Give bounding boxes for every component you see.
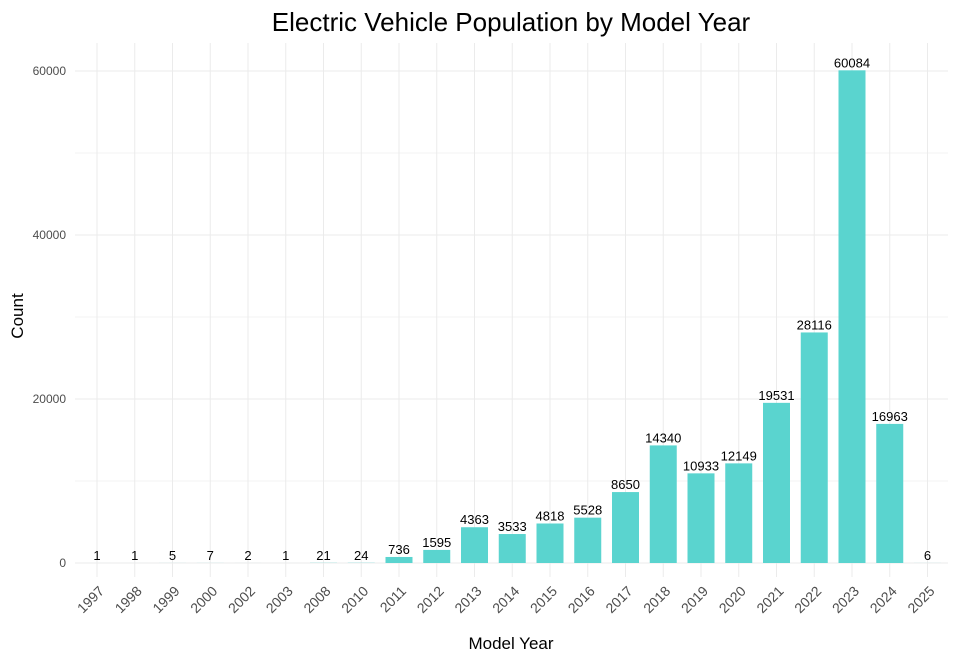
bar <box>838 70 866 563</box>
data-label: 16963 <box>872 409 908 424</box>
data-label: 24 <box>354 548 368 563</box>
bar <box>687 473 715 563</box>
data-label: 7 <box>207 548 214 563</box>
y-tick-label: 20000 <box>33 392 67 406</box>
x-tick-label: 2022 <box>791 583 824 616</box>
x-tick-label: 2015 <box>527 583 560 616</box>
data-label: 19531 <box>758 388 794 403</box>
x-tick-label: 2013 <box>451 583 484 616</box>
x-tick-label: 2014 <box>489 583 522 616</box>
x-tick-labels: 1997 1998 1999 2000 2002 2003 2008 2010 2011 2012… <box>74 583 938 616</box>
data-label: 2 <box>244 548 251 563</box>
y-tick-labels: 0 20000 40000 60000 <box>33 64 67 570</box>
data-label: 4818 <box>536 508 565 523</box>
bar <box>498 534 526 563</box>
x-tick-label: 2010 <box>338 583 371 616</box>
bar <box>763 402 790 563</box>
x-tick-label: 2025 <box>904 583 937 616</box>
data-label: 5528 <box>573 503 602 518</box>
x-tick-label: 1998 <box>112 583 145 616</box>
x-tick-label: 2016 <box>565 583 598 616</box>
data-label: 8650 <box>611 477 640 492</box>
data-label: 12149 <box>721 448 757 463</box>
data-label: 21 <box>316 548 330 563</box>
data-label: 3533 <box>498 519 527 534</box>
data-label: 10933 <box>683 458 719 473</box>
bar <box>423 549 451 563</box>
data-label: 1 <box>93 548 100 563</box>
bars <box>83 70 941 563</box>
x-tick-label: 2019 <box>678 583 711 616</box>
x-tick-label: 2017 <box>602 583 635 616</box>
bar <box>876 423 904 563</box>
data-label: 1595 <box>422 535 451 550</box>
y-tick-label: 0 <box>59 556 66 570</box>
x-axis-title: Model Year <box>468 634 553 653</box>
data-label: 1 <box>131 548 138 563</box>
x-tick-label: 1999 <box>149 583 182 616</box>
y-axis-title: Count <box>8 293 27 339</box>
x-tick-label: 2003 <box>263 583 296 616</box>
data-label: 6 <box>924 548 931 563</box>
x-tick-label: 2020 <box>716 583 749 616</box>
bar <box>612 492 639 563</box>
x-tick-label: 1997 <box>74 583 107 616</box>
bar <box>461 527 488 563</box>
bar <box>385 556 413 563</box>
x-tick-label: 2002 <box>225 583 258 616</box>
data-label: 28116 <box>797 317 832 332</box>
data-label: 1 <box>282 548 289 563</box>
bar <box>536 523 564 563</box>
bar <box>725 463 753 563</box>
x-tick-label: 2011 <box>377 583 410 616</box>
x-tick-label: 2012 <box>414 583 447 616</box>
x-tick-label: 2021 <box>753 583 786 616</box>
bar <box>574 517 602 563</box>
x-tick-label: 2000 <box>187 583 220 616</box>
data-label: 4363 <box>460 512 489 527</box>
data-label: 736 <box>388 542 410 557</box>
data-label: 14340 <box>645 430 681 445</box>
data-label: 60084 <box>834 55 870 70</box>
y-tick-label: 40000 <box>33 228 67 242</box>
bar <box>800 332 828 563</box>
x-tick-label: 2024 <box>867 583 900 616</box>
chart-title: Electric Vehicle Population by Model Yea… <box>272 7 751 37</box>
x-tick-label: 2008 <box>300 583 333 616</box>
bar <box>649 445 677 563</box>
x-tick-label: 2023 <box>829 583 862 616</box>
y-tick-label: 60000 <box>33 64 67 78</box>
x-tick-label: 2018 <box>640 583 673 616</box>
data-label: 5 <box>169 548 176 563</box>
